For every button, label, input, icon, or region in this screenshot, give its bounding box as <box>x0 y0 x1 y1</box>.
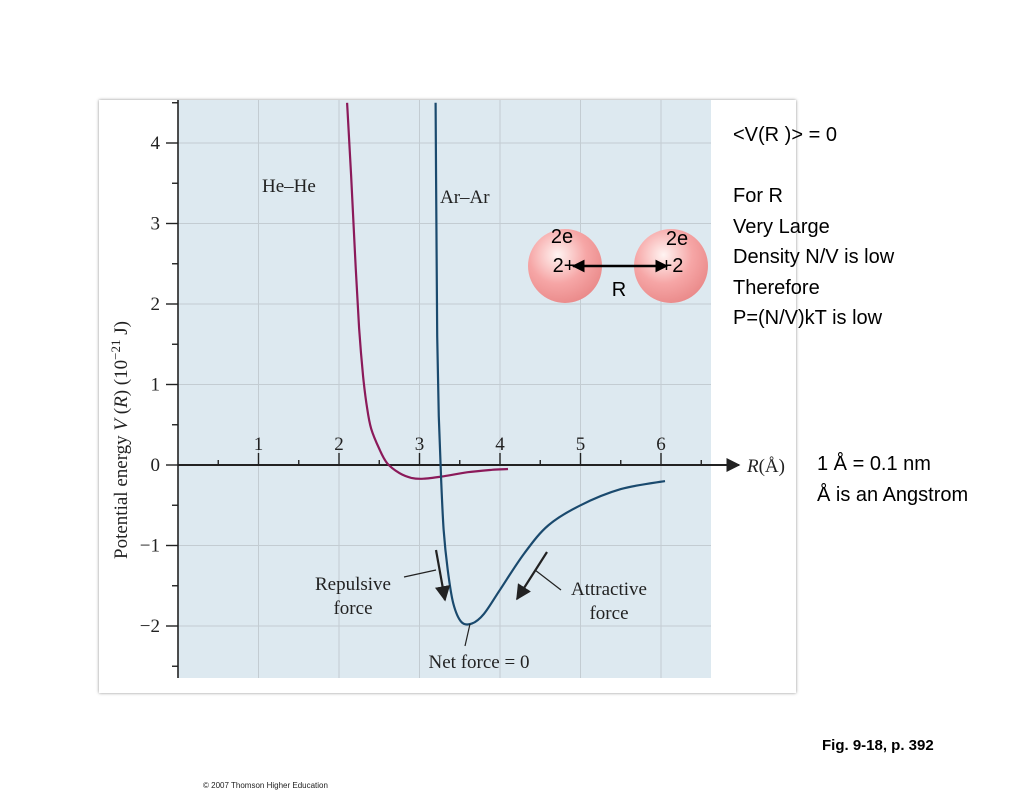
x-axis-label-unit: (Å) <box>759 456 785 477</box>
angstrom-note-line1: 1 Å = 0.1 nm <box>817 453 931 475</box>
y-tick-label: 0 <box>151 455 161 476</box>
y-tick-label: 3 <box>151 214 161 235</box>
left-atom-electrons: 2e <box>551 226 573 248</box>
right-atom-electrons: 2e <box>666 228 688 250</box>
note-line-pressure: P=(N/V)kT is low <box>733 307 883 329</box>
angstrom-note-line2: Å is an Angstrom <box>817 484 969 506</box>
repulsive-force-annotation: Repulsive force <box>315 549 451 619</box>
figure-reference: Fig. 9-18, p. 392 <box>822 737 934 754</box>
y-tick-label: 4 <box>151 133 161 154</box>
series-line-he-he <box>346 102 509 480</box>
y-axis-label-r: R <box>111 396 132 409</box>
plot-background <box>178 100 711 678</box>
series-label-ar-ar: Ar–Ar <box>440 187 490 208</box>
x-axis-label: R(Å) <box>746 456 785 477</box>
note-line-blank <box>733 151 894 182</box>
attractive-label-line2: force <box>589 603 628 624</box>
left-atom-charge: 2+ <box>553 255 576 277</box>
x-tick-label: 2 <box>334 434 344 455</box>
attractive-label-line1: Attractive <box>571 579 647 600</box>
series-group <box>346 102 666 626</box>
x-axis-label-r: R <box>746 456 759 477</box>
x-tick-label: 4 <box>495 434 505 455</box>
separation-label: R <box>612 279 626 301</box>
note-line-expectation: <V(R )> = 0 <box>733 124 837 146</box>
y-tick-label: −1 <box>140 536 160 557</box>
notes-block: <V(R )> = 0 For R Very Large Density N/V… <box>733 120 894 334</box>
repulsive-label-line1: Repulsive <box>315 574 391 595</box>
series-label-he-he: He–He <box>262 176 316 197</box>
attractive-leader-line <box>534 569 562 591</box>
note-line-density: Density N/V is low <box>733 246 895 268</box>
y-tick-label: 1 <box>151 375 161 396</box>
note-line-therefore: Therefore <box>733 276 820 299</box>
x-tick-label: 5 <box>576 434 586 455</box>
y-axis-label-v: V <box>111 417 132 431</box>
x-tick-label: 6 <box>656 434 666 455</box>
net-force-leader-line <box>464 623 471 647</box>
repulsive-leader-line <box>403 569 437 578</box>
y-axis-label-lead: Potential energy <box>111 431 132 559</box>
x-tick-label: 1 <box>254 434 264 455</box>
left-atom-sphere <box>528 229 602 303</box>
right-atom-sphere <box>634 229 708 303</box>
y-axis-label-close: ) (10 <box>111 360 132 396</box>
copyright-text: © 2007 Thomson Higher Education <box>203 781 328 790</box>
ticks: 4 3 2 1 0 −1 −2 1 2 3 4 5 6 <box>140 102 702 667</box>
repulsive-arrow <box>434 549 451 602</box>
repulsive-label-line2: force <box>333 598 372 619</box>
y-axis-label: Potential energy V (R) (10−21 J) <box>108 321 132 559</box>
series-line-ar-ar <box>434 102 666 626</box>
axes <box>177 100 741 678</box>
x-tick-label: 3 <box>415 434 425 455</box>
y-axis-label-exponent: −21 <box>108 340 123 360</box>
y-tick-label: −2 <box>140 616 160 637</box>
y-tick-label: 2 <box>151 294 161 315</box>
net-force-annotation: Net force = 0 <box>429 623 530 673</box>
net-force-label: Net force = 0 <box>429 652 530 673</box>
attractive-arrow <box>516 551 548 601</box>
atom-pair-diagram: 2e 2+ 2e +2 R <box>528 226 708 303</box>
y-axis-label-unit: J) <box>111 321 132 339</box>
angstrom-note: 1 Å = 0.1 nm Å is an Angstrom <box>817 449 968 511</box>
note-line-for-r: For R <box>733 185 783 207</box>
y-axis-label-open: ( <box>111 408 132 419</box>
figure-card: 4 3 2 1 0 −1 −2 1 2 3 4 5 6 Potential energy V (R) (… <box>99 100 796 790</box>
attractive-force-annotation: Attractive force <box>516 551 647 624</box>
note-line-very-large: Very Large <box>733 215 830 238</box>
